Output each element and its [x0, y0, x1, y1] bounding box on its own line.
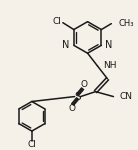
Text: NH: NH [104, 61, 117, 70]
Text: S: S [74, 92, 81, 102]
Text: N: N [105, 40, 113, 50]
Text: N: N [62, 40, 70, 50]
Text: O: O [68, 104, 75, 113]
Text: CN: CN [119, 92, 132, 101]
Text: CH₃: CH₃ [118, 19, 134, 28]
Text: Cl: Cl [27, 140, 36, 149]
Text: O: O [80, 80, 87, 89]
Text: Cl: Cl [52, 17, 61, 26]
